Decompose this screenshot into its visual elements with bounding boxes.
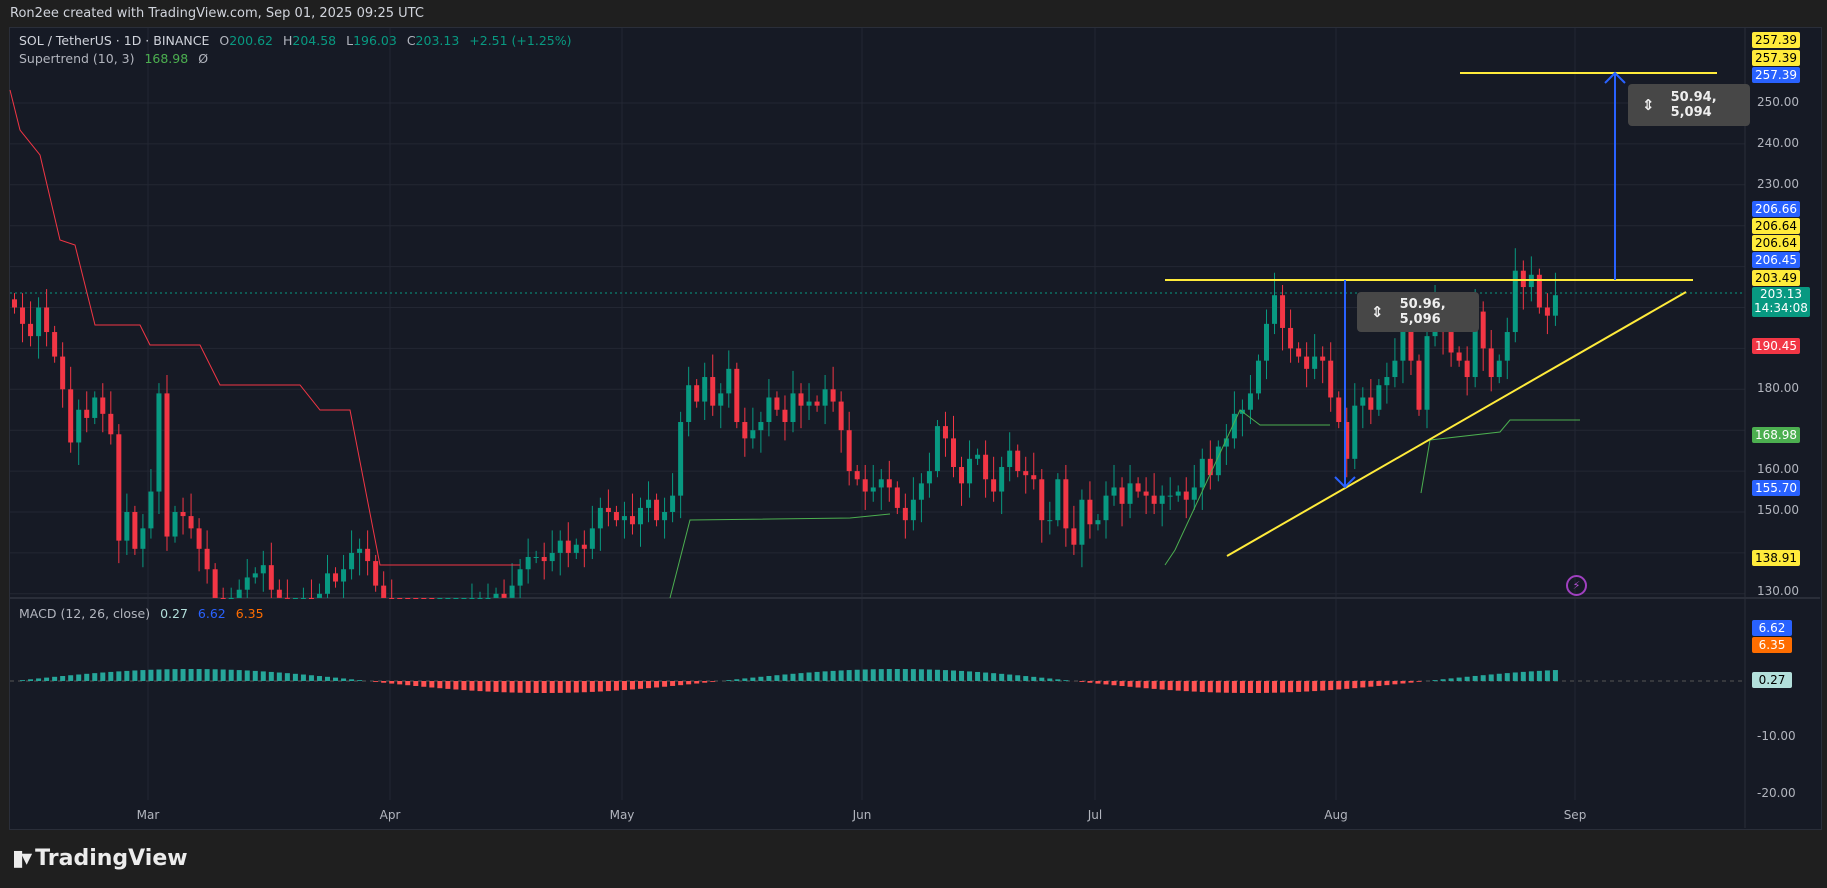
symbol-legend: SOL / TetherUS · 1D · BINANCE O200.62 H2… [19, 33, 572, 48]
supertrend-value: 168.98 [144, 51, 189, 66]
low-value: 196.03 [353, 33, 397, 48]
price-tick: 180.00 [1757, 381, 1799, 395]
price-tick: 250.00 [1757, 95, 1799, 109]
price-tag: 168.98 [1752, 427, 1800, 443]
month-label: Aug [1324, 808, 1348, 822]
measure-box-down[interactable]: ⇕ 50.96, 5,096 [1357, 292, 1479, 332]
price-tag: 206.66 [1752, 201, 1800, 217]
month-label: Sep [1563, 808, 1587, 822]
macd-hist-value: 0.27 [160, 606, 188, 621]
macd-tag: 6.62 [1752, 620, 1792, 636]
macd-line-value: 6.62 [197, 606, 226, 621]
price-tag: 203.49 [1752, 270, 1800, 286]
lightning-icon[interactable]: ⚡ [1566, 575, 1587, 596]
macd-tick: -10.00 [1757, 729, 1796, 743]
price-tag: 138.91 [1752, 550, 1800, 566]
month-label: Jul [1087, 808, 1103, 822]
price-tick: 240.00 [1757, 136, 1799, 150]
last-price-tag: 203.13 14:34:08 [1752, 287, 1810, 317]
open-value: 200.62 [229, 33, 273, 48]
price-tick: 150.00 [1757, 503, 1799, 517]
price-tag: 155.70 [1752, 480, 1800, 496]
price-tag: 206.45 [1752, 252, 1800, 268]
price-tick: 230.00 [1757, 177, 1799, 191]
price-tag: 257.39 [1752, 50, 1800, 66]
price-tag: 190.45 [1752, 338, 1800, 354]
high-value: 204.58 [292, 33, 337, 48]
tradingview-logo[interactable]: ▮▾ TradingView [12, 846, 188, 871]
price-tag: 206.64 [1752, 235, 1800, 251]
price-tag: 257.39 [1752, 32, 1800, 48]
price-tick: 160.00 [1757, 462, 1799, 476]
change-value: +2.51 (+1.25%) [469, 33, 572, 48]
measure-box-up[interactable]: ⇕ 50.94, 5,094 [1628, 84, 1750, 126]
chart-frame[interactable] [9, 27, 1822, 830]
price-tag: 206.64 [1752, 218, 1800, 234]
macd-legend[interactable]: MACD (12, 26, close) 0.27 6.62 6.35 [19, 606, 264, 621]
macd-tick: -20.00 [1757, 786, 1796, 800]
month-label: May [609, 808, 635, 822]
month-label: Apr [379, 808, 401, 822]
vertical-range-icon: ⇕ [1642, 96, 1655, 114]
month-label: Mar [136, 808, 160, 822]
credit-line: Ron2ee created with TradingView.com, Sep… [10, 6, 424, 21]
month-label: Jun [852, 808, 872, 822]
symbol-label[interactable]: SOL / TetherUS · 1D · BINANCE [19, 33, 210, 48]
close-value: 203.13 [415, 33, 460, 48]
macd-signal-value: 6.35 [235, 606, 264, 621]
macd-tag: 6.35 [1752, 637, 1792, 653]
tv-logo-icon: ▮▾ [12, 846, 32, 871]
supertrend-legend[interactable]: Supertrend (10, 3) 168.98 Ø [19, 51, 209, 66]
vertical-range-icon: ⇕ [1371, 303, 1384, 321]
price-tick: 130.00 [1757, 584, 1799, 598]
macd-tag: 0.27 [1752, 672, 1792, 688]
price-tag: 257.39 [1752, 67, 1800, 83]
